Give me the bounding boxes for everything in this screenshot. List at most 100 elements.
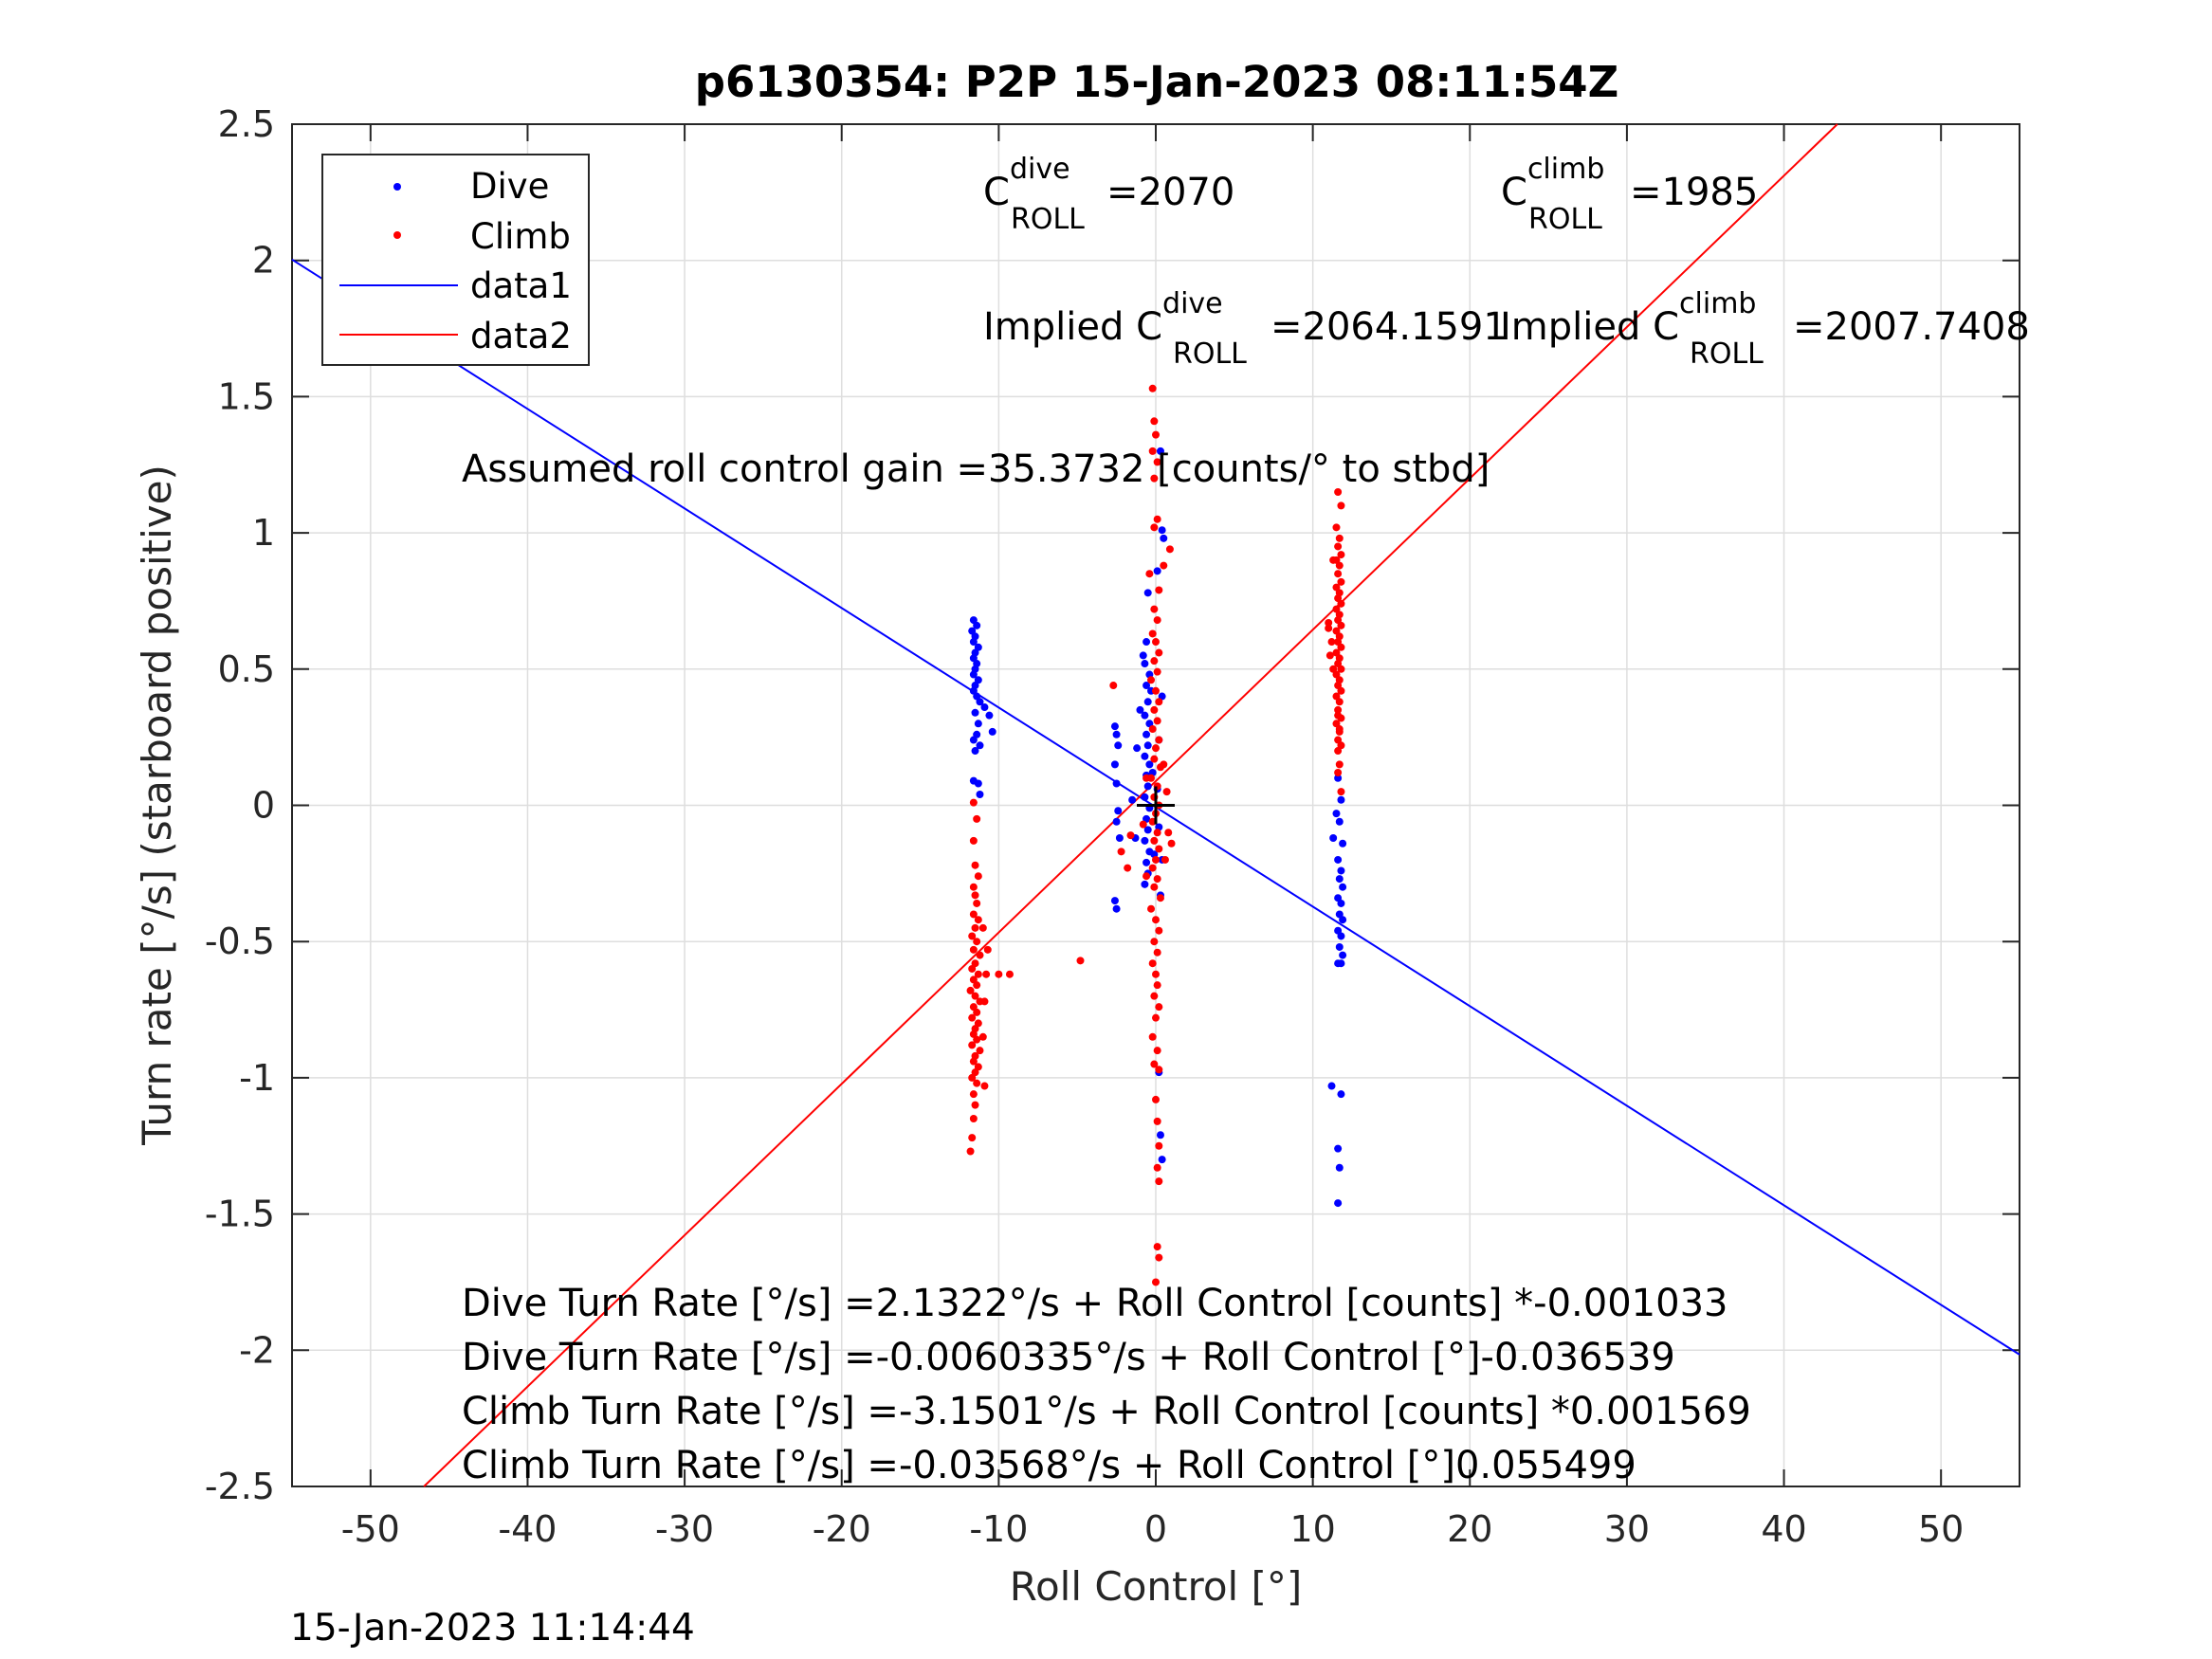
dive-point — [1156, 1131, 1164, 1139]
climb-point — [1152, 916, 1160, 924]
c-roll-dive-sup: dive — [1010, 153, 1070, 186]
climb-point — [995, 970, 1003, 978]
climb-point — [968, 932, 977, 940]
legend-climb-label: Climb — [470, 216, 571, 257]
climb-point — [1126, 831, 1135, 840]
dive-point — [1112, 817, 1121, 826]
x-axis-label: Roll Control [°] — [1010, 1563, 1303, 1610]
climb-point — [1005, 970, 1014, 978]
x-tick-label: -30 — [655, 1508, 714, 1550]
x-tick-label: 40 — [1761, 1508, 1806, 1550]
y-tick-label: 0 — [252, 785, 275, 827]
climb-point — [1334, 769, 1343, 777]
climb-point — [1150, 705, 1159, 714]
dive-point — [1143, 782, 1152, 791]
climb-point — [1152, 1095, 1160, 1103]
climb-point — [1152, 1013, 1160, 1022]
climb-point — [1334, 570, 1343, 578]
c-roll-climb-base: C — [1501, 171, 1527, 214]
dive-point — [1334, 1144, 1343, 1153]
data-points — [966, 384, 1347, 1286]
dive-point — [1141, 752, 1149, 760]
climb-point — [1335, 698, 1344, 706]
climb-point — [1150, 992, 1159, 1000]
y-tick-label: -1.5 — [205, 1194, 275, 1235]
dive-point — [1143, 589, 1152, 597]
climb-point — [973, 981, 981, 990]
climb-point — [1153, 1163, 1161, 1172]
climb-point — [1337, 788, 1345, 796]
x-tick-label: -50 — [341, 1508, 400, 1550]
dive-point — [1158, 526, 1166, 535]
dive-point — [1141, 880, 1149, 888]
dive-point — [1143, 730, 1151, 738]
dive-point — [1114, 741, 1123, 750]
climb-point — [1155, 1066, 1163, 1074]
climb-point — [968, 964, 977, 973]
dive-point — [1334, 774, 1343, 782]
climb-point — [1335, 725, 1344, 734]
dive-point — [971, 708, 979, 717]
legend: Dive Climb data1 data2 — [321, 154, 590, 366]
dive-point — [1145, 760, 1154, 769]
climb-point — [971, 861, 979, 869]
dive-point — [1334, 855, 1343, 864]
climb-point — [1337, 551, 1345, 559]
climb-point — [1165, 545, 1174, 554]
climb-point — [968, 1041, 977, 1049]
dive-point — [969, 776, 978, 785]
y-tick-label: 1.5 — [218, 375, 275, 417]
y-tick-label: 1 — [252, 512, 275, 554]
origin-marker — [1137, 786, 1175, 825]
implied-dive-prefix: Implied C — [983, 305, 1162, 349]
climb-point — [1153, 1243, 1161, 1251]
dive-point — [980, 703, 989, 712]
climb-point — [971, 1101, 979, 1109]
climb-point — [1148, 864, 1157, 872]
climb-point — [1160, 760, 1168, 769]
climb-point — [973, 938, 981, 946]
climb-point — [1327, 638, 1336, 647]
c-roll-climb-sup: climb — [1527, 153, 1604, 186]
fit-equation-1: Dive Turn Rate [°/s] =2.1322°/s + Roll C… — [462, 1282, 1728, 1325]
climb-point — [983, 945, 992, 954]
x-tick-labels: -50 -40 -30 -20 -10 0 10 20 30 40 50 — [341, 1508, 1965, 1550]
climb-point — [1153, 981, 1161, 990]
climb-point — [1152, 638, 1160, 647]
climb-point — [969, 1115, 978, 1123]
climb-point — [1076, 957, 1085, 965]
y-tick-label: 2 — [252, 240, 275, 282]
climb-point — [1167, 839, 1176, 848]
climb-point — [1109, 682, 1118, 690]
climb-point — [1155, 698, 1163, 706]
climb-point — [1335, 561, 1344, 570]
climb-point — [969, 836, 978, 845]
climb-point — [971, 923, 979, 932]
dive-point — [971, 747, 979, 756]
climb-point — [974, 970, 982, 978]
roll-gain-annotation: Assumed roll control gain =35.3732 [coun… — [462, 447, 1490, 491]
climb-point — [969, 883, 978, 891]
implied-dive-sub: ROLL — [1173, 337, 1247, 371]
y-tick-label: -2.5 — [205, 1466, 275, 1507]
climb-point — [1148, 629, 1157, 638]
climb-point — [1152, 970, 1160, 978]
climb-point — [969, 1057, 978, 1066]
climb-point — [1148, 447, 1157, 455]
chart-title: p6130354: P2P 15-Jan-2023 08:11:54Z — [695, 57, 1619, 107]
implied-dive-sup: dive — [1162, 287, 1223, 320]
dive-point — [1143, 741, 1152, 750]
climb-point — [1153, 667, 1161, 676]
climb-point — [1334, 705, 1343, 714]
dive-point — [1160, 534, 1168, 542]
climb-point — [1150, 1060, 1159, 1068]
dive-point — [973, 621, 981, 629]
implied-c-roll-dive-annotation: Implied Cdive ROLL =2064.1591 — [983, 287, 1508, 371]
climb-point — [1148, 725, 1157, 734]
climb-point — [969, 798, 978, 807]
climb-point — [1150, 836, 1159, 845]
dive-point — [1337, 1090, 1345, 1099]
climb-point — [978, 1032, 987, 1041]
climb-point — [1147, 904, 1156, 913]
climb-point — [1153, 458, 1161, 466]
